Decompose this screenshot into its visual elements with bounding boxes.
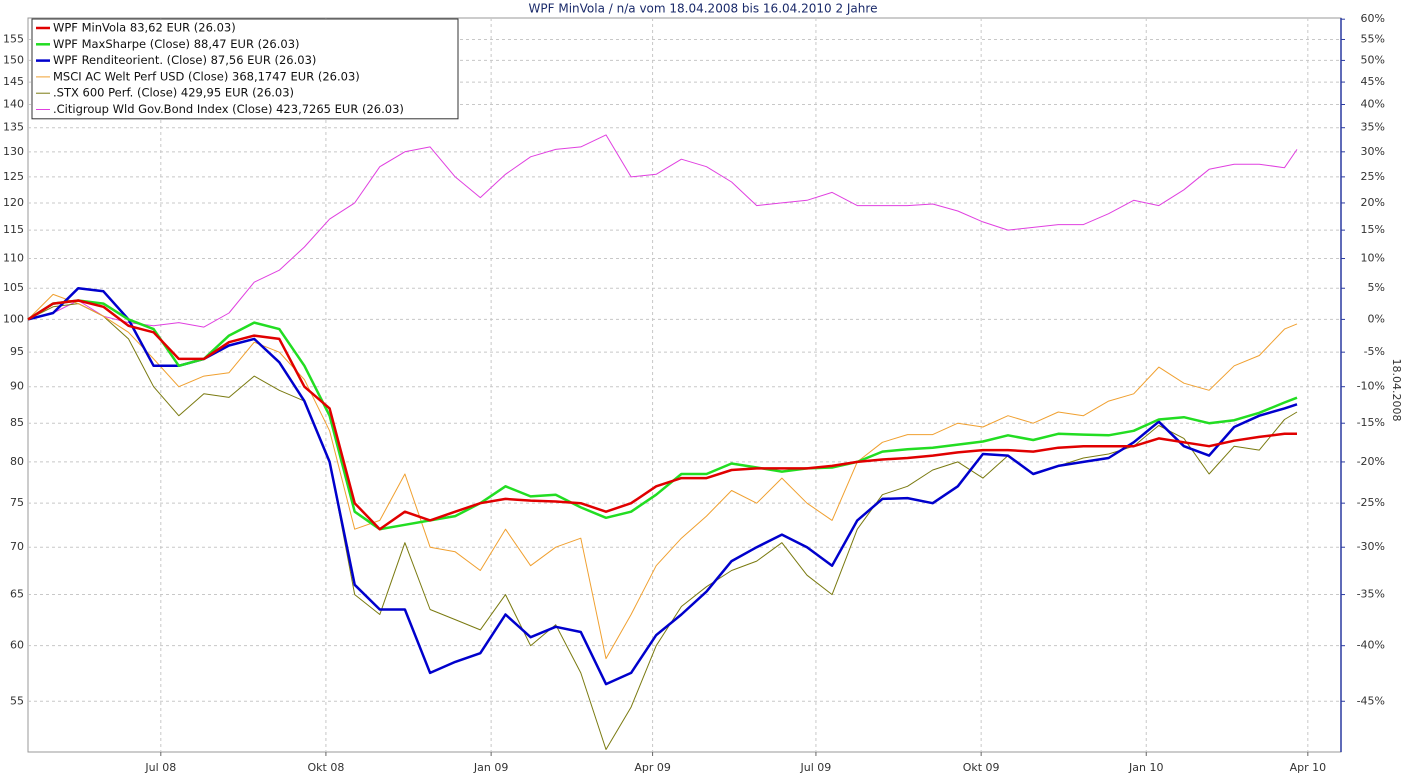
y-tick-label: 80 xyxy=(10,455,24,468)
y2-tick-label: 60% xyxy=(1361,12,1385,25)
series-line xyxy=(27,299,1298,531)
series-line xyxy=(27,299,1298,531)
y2-tick-label: -40% xyxy=(1357,639,1385,652)
x-tick-label: Apr 09 xyxy=(634,761,671,774)
y-tick-label: 90 xyxy=(10,380,24,393)
y2-tick-label: 50% xyxy=(1361,53,1385,66)
y2-tick-label: 30% xyxy=(1361,145,1385,158)
y-tick-label: 60 xyxy=(10,639,24,652)
legend: WPF MinVola 83,62 EUR (26.03) WPF MaxShar… xyxy=(31,18,459,120)
y-tick-label: 95 xyxy=(10,345,24,358)
y2-tick-label: 40% xyxy=(1361,97,1385,110)
legend-label: WPF MaxSharpe (Close) 88,47 EUR (26.03) xyxy=(53,37,300,51)
series-line xyxy=(27,293,1298,660)
y-tick-label: 75 xyxy=(10,496,24,509)
legend-box xyxy=(31,18,459,120)
y-tick-label: 70 xyxy=(10,540,24,553)
y-tick-label: 115 xyxy=(3,223,24,236)
x-tick-label: Jul 08 xyxy=(144,761,176,774)
y-tick-label: 85 xyxy=(10,416,24,429)
y2-tick-label: -35% xyxy=(1357,588,1385,601)
y-tick-label: 100 xyxy=(3,312,24,325)
y2-tick-label: 25% xyxy=(1361,170,1385,183)
y2-tick-label: 15% xyxy=(1361,223,1385,236)
y-tick-label: 125 xyxy=(3,170,24,183)
y2-tick-label: 0% xyxy=(1368,312,1385,325)
y-tick-label: 135 xyxy=(3,121,24,134)
y2-tick-label: 20% xyxy=(1361,196,1385,209)
series-line xyxy=(27,286,1298,686)
y-tick-label: 110 xyxy=(3,252,24,265)
plot-area xyxy=(27,17,1342,753)
y2-tick-label: -25% xyxy=(1357,496,1385,509)
y2-tick-label: 5% xyxy=(1368,281,1385,294)
y-tick-label: 145 xyxy=(3,75,24,88)
y2-tick-label: -10% xyxy=(1357,380,1385,393)
legend-label: .STX 600 Perf. (Close) 429,95 EUR (26.03… xyxy=(53,86,294,100)
legend-label: .Citigroup Wld Gov.Bond Index (Close) 42… xyxy=(53,102,404,116)
y2-tick-label: 35% xyxy=(1361,121,1385,134)
x-tick-label: Okt 09 xyxy=(963,761,1000,774)
legend-label: WPF Renditeorient. (Close) 87,56 EUR (26… xyxy=(53,53,316,67)
y2-tick-label: 45% xyxy=(1361,75,1385,88)
y-tick-label: 55 xyxy=(10,694,24,707)
y-tick-label: 155 xyxy=(3,32,24,45)
y2-tick-label: -20% xyxy=(1357,455,1385,468)
series-line xyxy=(27,134,1298,328)
y-tick-label: 140 xyxy=(3,97,24,110)
y2-tick-label: 55% xyxy=(1361,32,1385,45)
y2-axis-label: 18.04.2008 xyxy=(1390,359,1403,422)
x-tick-label: Jan 10 xyxy=(1128,761,1163,774)
y-tick-label: 65 xyxy=(10,588,24,601)
x-tick-label: Apr 10 xyxy=(1290,761,1327,774)
y-tick-label: 105 xyxy=(3,281,24,294)
y2-tick-label: -15% xyxy=(1357,416,1385,429)
chart-title: WPF MinVola / n/a vom 18.04.2008 bis 16.… xyxy=(529,2,878,16)
y2-tick-label: -5% xyxy=(1364,345,1385,358)
x-tick-label: Jan 09 xyxy=(473,761,508,774)
x-tick-label: Jul 09 xyxy=(800,761,832,774)
legend-label: WPF MinVola 83,62 EUR (26.03) xyxy=(53,21,236,35)
y-tick-label: 130 xyxy=(3,145,24,158)
y2-tick-label: -30% xyxy=(1357,540,1385,553)
y2-tick-label: -45% xyxy=(1357,694,1385,707)
x-tick-label: Okt 08 xyxy=(307,761,344,774)
y2-tick-label: 10% xyxy=(1361,252,1385,265)
y-tick-label: 150 xyxy=(3,53,24,66)
y-tick-label: 120 xyxy=(3,196,24,209)
legend-label: MSCI AC Welt Perf USD (Close) 368,1747 E… xyxy=(53,69,360,83)
